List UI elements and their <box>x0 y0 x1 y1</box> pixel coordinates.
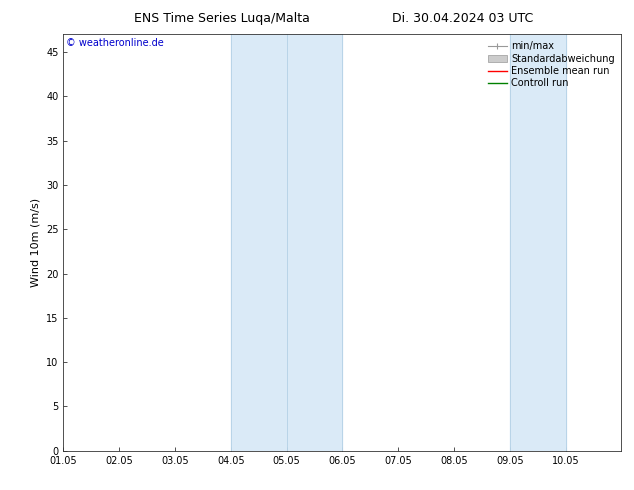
Bar <box>510 34 566 451</box>
Y-axis label: Wind 10m (m/s): Wind 10m (m/s) <box>30 198 41 287</box>
Text: Di. 30.04.2024 03 UTC: Di. 30.04.2024 03 UTC <box>392 12 533 25</box>
Text: ENS Time Series Luqa/Malta: ENS Time Series Luqa/Malta <box>134 12 310 25</box>
Text: © weatheronline.de: © weatheronline.de <box>66 38 164 49</box>
Legend: min/max, Standardabweichung, Ensemble mean run, Controll run: min/max, Standardabweichung, Ensemble me… <box>486 39 616 90</box>
Bar <box>231 34 342 451</box>
